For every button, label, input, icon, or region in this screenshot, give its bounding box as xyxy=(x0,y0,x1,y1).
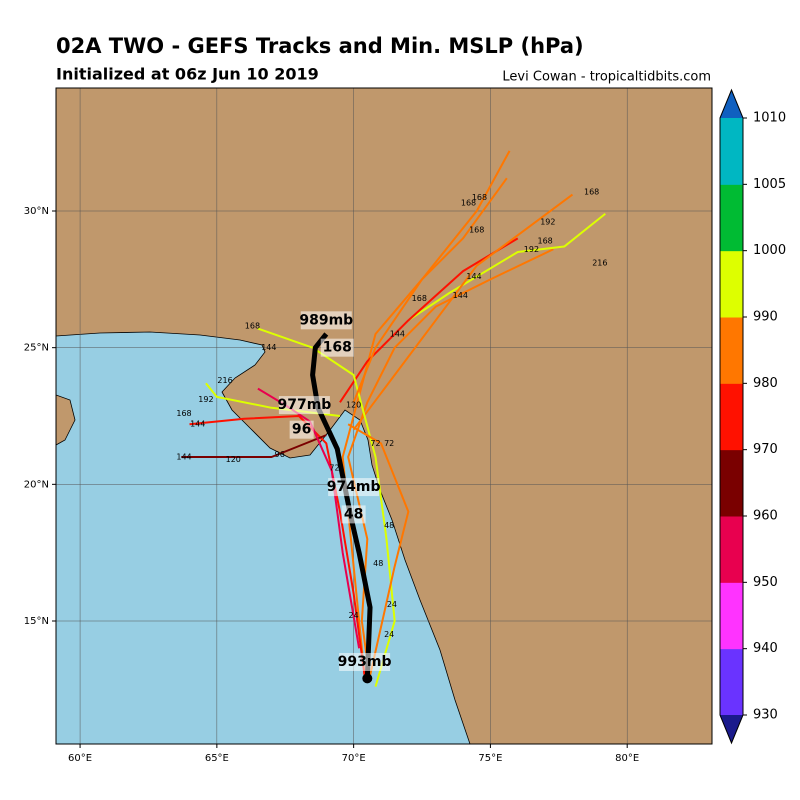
colorbar-segment xyxy=(720,317,743,384)
time-label: 96 xyxy=(275,450,285,459)
ensemble-track xyxy=(339,237,519,403)
colorbar-label: 1010 xyxy=(753,111,786,126)
lon-tick-label: 80°E xyxy=(615,753,639,764)
time-label: 192 xyxy=(524,245,539,254)
credit: Levi Cowan - tropicaltidbits.com xyxy=(502,70,711,85)
time-label: 168 xyxy=(176,409,191,418)
time-label: 144 xyxy=(390,330,405,339)
colorbar-label: 970 xyxy=(753,442,778,457)
colorbar-segment xyxy=(720,250,743,318)
ensemble-track xyxy=(257,327,396,687)
colorbar-label: 990 xyxy=(753,310,778,325)
time-label: 24 xyxy=(384,630,394,639)
start-point xyxy=(362,673,373,684)
colorbar-label: 1000 xyxy=(753,243,786,258)
colorbar-under xyxy=(720,715,743,743)
colorbar-label: 960 xyxy=(753,509,778,524)
annotation-box xyxy=(300,311,352,330)
ensemble-track xyxy=(189,415,366,676)
time-label: 24 xyxy=(387,600,397,609)
time-label: 168 xyxy=(537,237,552,246)
time-label: 48 xyxy=(373,559,383,568)
colorbar-segment xyxy=(720,383,743,451)
time-label: 192 xyxy=(540,217,555,226)
time-label: 120 xyxy=(346,401,361,410)
ensemble-track xyxy=(347,248,554,682)
lat-tick-label: 15°N xyxy=(24,616,49,627)
time-label: 168 xyxy=(245,321,260,330)
colorbar-segment xyxy=(720,516,743,583)
colorbar-label: 980 xyxy=(753,376,778,391)
time-label: 48 xyxy=(384,521,394,530)
colorbar-segment xyxy=(720,184,743,252)
time-label: 168 xyxy=(461,198,476,207)
annotation: 168 xyxy=(323,340,352,356)
time-label: 168 xyxy=(412,294,427,303)
annotation-box xyxy=(341,505,366,524)
lat-tick-label: 30°N xyxy=(24,206,49,217)
annotation: 989mb xyxy=(299,312,353,328)
colorbar-label: 950 xyxy=(753,575,778,590)
time-label: 120 xyxy=(226,455,241,464)
time-label: 144 xyxy=(176,453,191,462)
ensemble-track xyxy=(352,193,574,431)
annotation: 977mb xyxy=(277,397,331,413)
annotation-box xyxy=(278,396,330,415)
time-label: 144 xyxy=(453,291,468,300)
annotation: 48 xyxy=(344,506,363,522)
colorbar-over xyxy=(720,90,743,118)
lat-tick-label: 20°N xyxy=(24,479,49,490)
time-label: 144 xyxy=(190,420,205,429)
ensemble-track xyxy=(352,150,511,403)
colorbar-segment xyxy=(720,449,743,517)
colorbar-label: 940 xyxy=(753,641,778,656)
time-label: 144 xyxy=(261,343,276,352)
time-label: 216 xyxy=(217,376,232,385)
colorbar-segment xyxy=(720,582,743,650)
mean-track xyxy=(310,332,373,679)
colorbar-segment xyxy=(720,648,743,716)
ensemble-track xyxy=(181,434,327,458)
time-label: 216 xyxy=(592,258,607,267)
time-label: 72 xyxy=(384,439,394,448)
lon-tick-label: 60°E xyxy=(68,753,92,764)
annotation: 974mb xyxy=(327,479,381,495)
colorbar-segment xyxy=(720,118,743,185)
lon-tick-label: 65°E xyxy=(205,753,229,764)
time-label: 144 xyxy=(466,272,481,281)
map-frame xyxy=(55,87,713,745)
colorbar-label: 1005 xyxy=(753,177,786,192)
annotation-box xyxy=(339,653,391,671)
lat-tick-label: 25°N xyxy=(24,343,49,354)
time-label: 168 xyxy=(469,226,484,235)
subtitle: Initialized at 06z Jun 10 2019 xyxy=(56,65,319,84)
time-label: 72 xyxy=(370,439,380,448)
time-label: 72 xyxy=(329,463,339,472)
time-label: 192 xyxy=(198,395,213,404)
annotation-box xyxy=(328,478,380,497)
time-label: 168 xyxy=(472,193,487,202)
lon-tick-label: 70°E xyxy=(342,753,366,764)
annotation-box xyxy=(289,420,314,439)
title: 02A TWO - GEFS Tracks and Min. MSLP (hPa… xyxy=(56,34,584,58)
annotation: 993mb xyxy=(338,654,392,670)
ensemble-track xyxy=(341,177,508,676)
land xyxy=(56,394,76,446)
time-label: 24 xyxy=(349,611,359,620)
annotation-box xyxy=(320,338,354,357)
time-label: 168 xyxy=(584,187,599,196)
colorbar-label: 930 xyxy=(753,708,778,723)
lon-tick-label: 75°E xyxy=(478,753,502,764)
ensemble-track xyxy=(347,423,410,676)
annotation: 96 xyxy=(292,422,311,438)
ensemble-track xyxy=(407,212,606,322)
